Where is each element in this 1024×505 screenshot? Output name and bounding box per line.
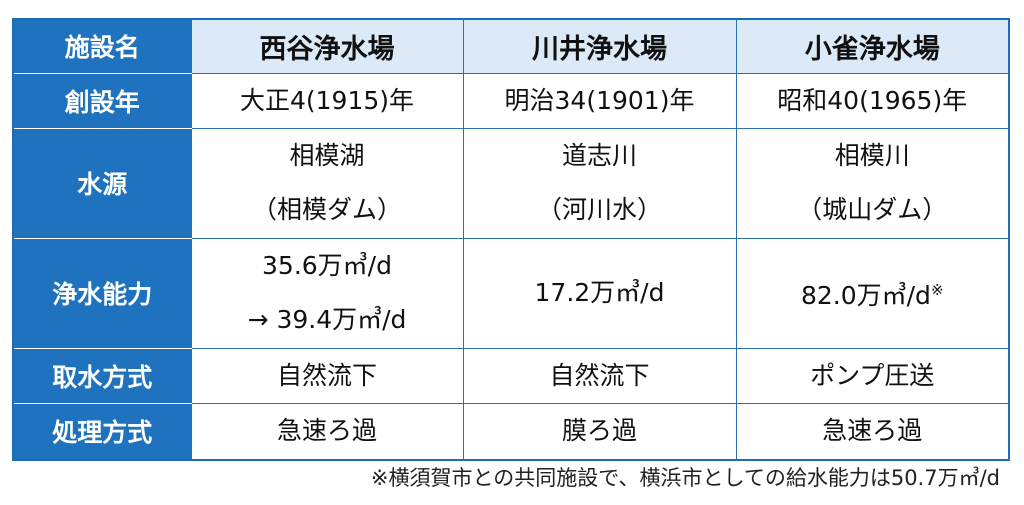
cell-text: 道志川 <box>561 141 637 170</box>
cell-text: → 39.4万㎥/d <box>247 305 407 334</box>
table-row: 浄水能力 35.6万㎥/d → 39.4万㎥/d 17.2万㎥/d 82.0万㎥/d※ <box>12 237 1010 349</box>
row-label: 浄水能力 <box>12 237 192 349</box>
cell-line: 17.2万㎥/d <box>464 266 736 320</box>
table-cell: 自然流下 <box>462 347 737 404</box>
column-header: 西谷浄水場 <box>190 18 464 74</box>
cell-line: 大正4(1915)年 <box>192 74 463 128</box>
cell-line: ポンプ圧送 <box>737 349 1009 403</box>
cell-line: （城山ダム） <box>737 183 1009 237</box>
table-cell: 相模湖 （相模ダム） <box>190 127 464 239</box>
table-cell: 大正4(1915)年 <box>190 72 464 129</box>
cell-text: （河川水） <box>536 195 662 224</box>
cell-text: 膜ろ過 <box>561 416 637 446</box>
table-cell: 82.0万㎥/d※ <box>735 237 1010 349</box>
table-cell: 膜ろ過 <box>462 402 737 461</box>
cell-text: 大正4(1915)年 <box>239 85 415 115</box>
cell-text: 相模川 <box>834 141 910 170</box>
cell-line: （相模ダム） <box>192 183 463 237</box>
cell-line: 道志川 <box>464 129 736 183</box>
note-mark: ※ <box>930 281 944 299</box>
table-cell: 35.6万㎥/d → 39.4万㎥/d <box>190 237 464 349</box>
cell-text: 82.0万㎥/d <box>800 281 931 310</box>
cell-line: 相模川 <box>737 129 1009 183</box>
cell-text: 急速ろ過 <box>822 416 923 446</box>
table-row: 取水方式 自然流下 自然流下 ポンプ圧送 <box>12 347 1010 404</box>
table-cell: 急速ろ過 <box>190 402 464 461</box>
cell-line: 昭和40(1965)年 <box>737 74 1009 128</box>
table-wrap: 施設名 西谷浄水場 川井浄水場 小雀浄水場 創設年 大正4(1915)年 明治34(1901… <box>12 18 1010 461</box>
cell-line: 自然流下 <box>464 349 736 403</box>
cell-text: 昭和40(1965)年 <box>777 85 968 115</box>
cell-text: 17.2万㎥/d <box>534 278 665 307</box>
table-cell: 明治34(1901)年 <box>462 72 737 129</box>
table-row: 創設年 大正4(1915)年 明治34(1901)年 昭和40(1965)年 <box>12 72 1010 129</box>
cell-line: 自然流下 <box>192 349 463 403</box>
cell-text: ポンプ圧送 <box>810 360 935 390</box>
cell-text: 急速ろ過 <box>276 416 377 446</box>
row-label: 創設年 <box>12 72 192 129</box>
table-row: 水源 相模湖 （相模ダム） 道志川 （河川水） 相模川 （城山ダム） <box>12 127 1010 239</box>
cell-line: 明治34(1901)年 <box>464 74 736 128</box>
table-cell: 道志川 （河川水） <box>462 127 737 239</box>
table-cell: 昭和40(1965)年 <box>735 72 1010 129</box>
table-body: 施設名 西谷浄水場 川井浄水場 小雀浄水場 創設年 大正4(1915)年 明治34(1901… <box>12 18 1010 461</box>
cell-line: 35.6万㎥/d <box>192 239 463 293</box>
cell-line: 相模湖 <box>192 129 463 183</box>
row-label: 取水方式 <box>12 347 192 404</box>
cell-line: 膜ろ過 <box>464 404 736 458</box>
table: 施設名 西谷浄水場 川井浄水場 小雀浄水場 創設年 大正4(1915)年 明治34(1901… <box>12 18 1010 461</box>
table-row: 処理方式 急速ろ過 膜ろ過 急速ろ過 <box>12 402 1010 461</box>
header-row: 施設名 西谷浄水場 川井浄水場 小雀浄水場 <box>12 18 1010 74</box>
cell-text: 明治34(1901)年 <box>504 85 695 115</box>
cell-text: （城山ダム） <box>797 195 948 224</box>
cell-text: 自然流下 <box>549 360 650 390</box>
cell-text: 相模湖 <box>289 141 365 170</box>
cell-line: → 39.4万㎥/d <box>192 293 463 347</box>
footnote: ※横須賀市との共同施設で、横浜市としての給水能力は50.7万㎥/d <box>370 466 1000 490</box>
row-label: 処理方式 <box>12 402 192 461</box>
table-cell: 17.2万㎥/d <box>462 237 737 349</box>
cell-text: 35.6万㎥/d <box>262 251 392 280</box>
cell-text: 自然流下 <box>276 360 377 390</box>
cell-text: （相模ダム） <box>251 195 402 224</box>
table-cell: 急速ろ過 <box>735 402 1010 461</box>
column-header: 小雀浄水場 <box>735 18 1010 74</box>
row-label: 施設名 <box>12 18 192 74</box>
cell-line: （河川水） <box>464 183 736 237</box>
row-label: 水源 <box>12 127 192 239</box>
column-header: 川井浄水場 <box>462 18 737 74</box>
table-cell: 相模川 （城山ダム） <box>735 127 1010 239</box>
cell-line: 82.0万㎥/d※ <box>737 263 1009 323</box>
cell-line: 急速ろ過 <box>192 404 463 458</box>
cell-line: 急速ろ過 <box>737 404 1009 458</box>
table-cell: 自然流下 <box>190 347 464 404</box>
table-cell: ポンプ圧送 <box>735 347 1010 404</box>
